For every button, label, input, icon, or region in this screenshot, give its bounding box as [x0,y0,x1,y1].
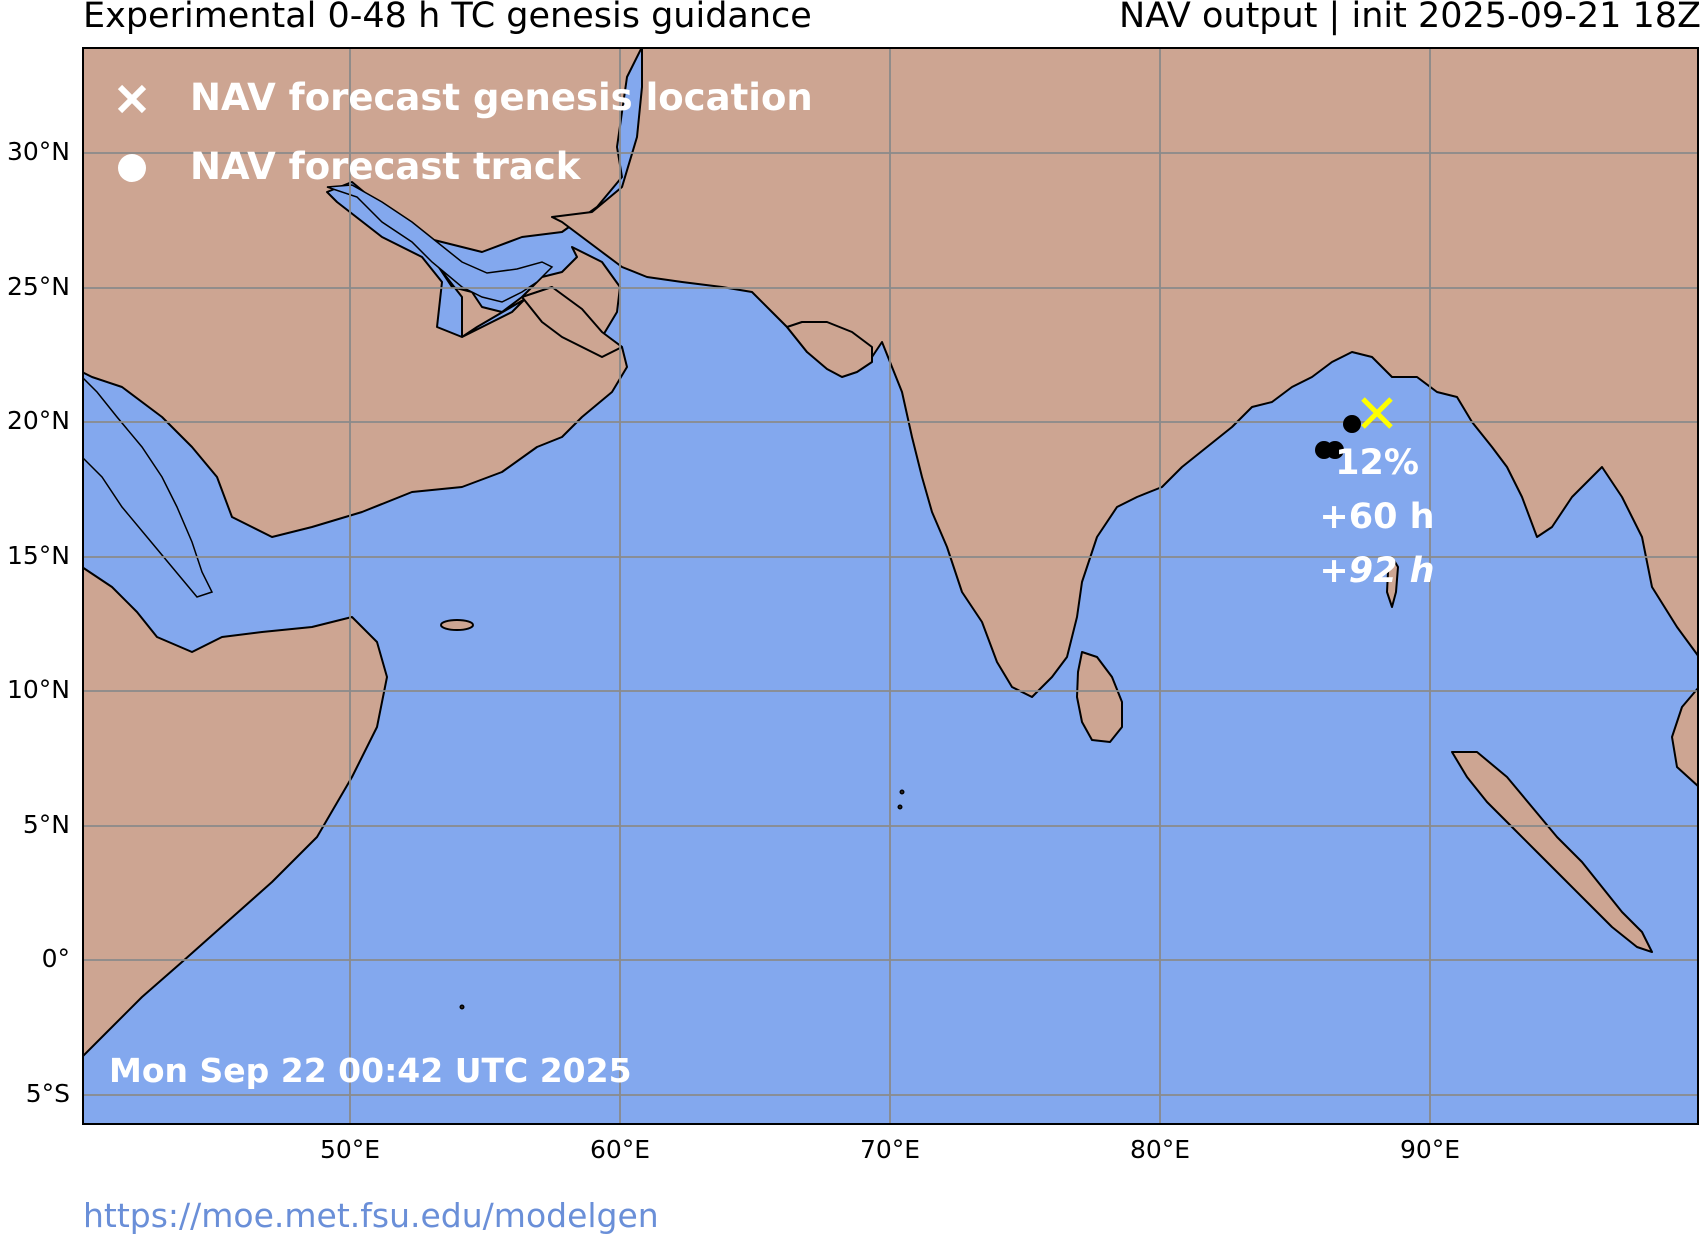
legend-genesis-icon [117,84,147,114]
maldives-islet [897,804,903,810]
lat-tick-label: 10°N [6,675,70,704]
kathiawar-peninsula [786,321,873,378]
lat-tick-label: 15°N [6,541,70,570]
legend: NAV forecast genesis location NAV foreca… [117,76,813,188]
socotra-island [440,619,474,631]
legend-genesis-label: NAV forecast genesis location [190,76,813,119]
track-point [1315,441,1333,459]
seychelles-islet [459,1004,465,1010]
sri-lanka-island [1076,651,1123,743]
timestamp: Mon Sep 22 00:42 UTC 2025 [109,1051,632,1090]
malay-peninsula [1671,686,1699,788]
map-frame [82,47,1699,1125]
lat-tick-label: 20°N [6,406,70,435]
lat-tick-label: 30°N [6,137,70,166]
lat-tick-label: 5°N [22,810,70,839]
genesis-lead-time-end: +92 h [1319,551,1434,591]
model-init-title: NAV output | init 2025-09-21 18Z [1119,0,1701,36]
lat-tick-label: 25°N [6,272,70,301]
oman-tip [521,286,623,358]
maldives-islet [899,789,905,795]
legend-track-label: NAV forecast track [190,145,582,188]
chart-title: Experimental 0-48 h TC genesis guidance [83,0,812,36]
indian-subcontinent [551,47,1699,698]
track-point [1343,415,1361,433]
genesis-x-marker [1361,397,1393,429]
lon-tick-label: 60°E [589,1135,651,1164]
lat-tick-label: 5°S [25,1079,70,1108]
lon-tick-label: 50°E [319,1135,381,1164]
source-url-link[interactable]: https://moe.met.fsu.edu/modelgen [83,1196,659,1235]
forecast-track [1315,415,1361,459]
red-sea [82,375,214,598]
genesis-lead-time: +60 h [1319,497,1434,537]
lon-tick-label: 80°E [1129,1135,1191,1164]
lon-tick-label: 90°E [1399,1135,1461,1164]
genesis-probability: 12% [1335,443,1419,483]
genesis-map: NAV forecast genesis location NAV foreca… [82,47,1699,1125]
lon-tick-label: 70°E [859,1135,921,1164]
gridlines [82,47,1699,1125]
horn-of-africa [82,566,388,1058]
andaman-islands [1386,556,1399,608]
lat-tick-label: 0° [41,944,70,973]
persian-gulf [326,184,554,303]
sumatra-island [1451,751,1653,953]
legend-track-icon [118,154,146,182]
